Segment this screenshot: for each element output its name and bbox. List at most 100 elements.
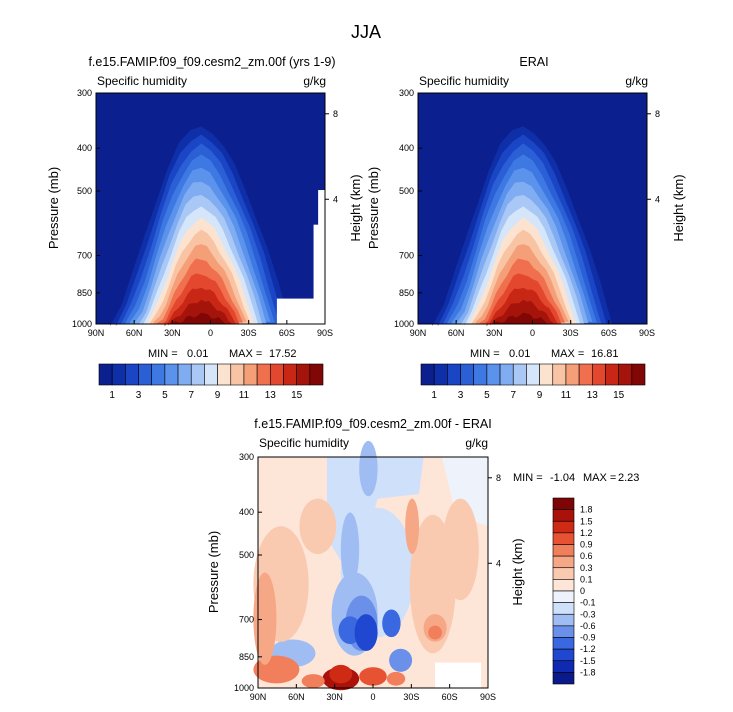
colorbar-label: 0.3 [580,563,593,573]
x-tick-label: 90S [317,328,333,338]
panel-diff-colorbar: 1.81.51.20.90.60.30.10-0.1-0.3-0.6-0.9-1… [552,497,596,685]
colorbar-swatch [552,660,575,673]
y-tick-label: 850 [239,652,254,662]
y-tick-label: 300 [77,88,92,98]
colorbar-label: 15 [613,390,625,401]
colorbar-label: 1.2 [580,528,593,538]
panel-diff-max-value: 2.23 [618,472,639,484]
colorbar-swatch [618,363,633,386]
colorbar-swatch [447,363,461,386]
anomaly-band [359,440,378,497]
panel-diff-units: g/kg [465,436,488,450]
colorbar-swatch [256,363,271,386]
y-tick-label: 300 [239,452,254,462]
colorbar-swatch [309,363,324,386]
right-tick-label: 8 [655,109,660,119]
colorbar-swatch [243,363,258,386]
colorbar-swatch [552,363,567,386]
colorbar-swatch [552,672,575,685]
panel-diff-field [253,440,488,691]
colorbar-label: 7 [188,390,194,401]
y-tick-label: 700 [239,615,254,625]
colorbar-swatch [552,567,575,580]
panel-diff-subtitle: Specific humidity [259,436,349,450]
panel-erai-min-value: 0.01 [509,348,530,360]
panel-model-ylabel-right: Height (km) [348,174,363,241]
colorbar-swatch [420,363,435,386]
colorbar-label: -0.1 [580,598,596,608]
colorbar-swatch [605,363,619,386]
panel-erai-stats: MIN = 0.01 MAX = 16.81 [470,348,619,360]
panel-erai-max-value: 16.81 [591,348,619,360]
panel-diff-ylabel-right: Height (km) [510,538,525,605]
colorbar-swatch [177,363,192,386]
colorbar-swatch [111,363,126,386]
panel-model-colorbar: 1 3 5 7 9 11 13 15 [98,363,324,401]
x-tick-label: 30N [164,328,181,338]
panel-diff-max-label: MAX = [583,472,616,484]
anomaly-band [329,664,353,684]
right-tick-label: 4 [496,558,501,568]
panel-diff-min-label: MIN = [513,472,543,484]
colorbar-label: 0.9 [580,540,593,550]
y-tick-label: 500 [239,550,254,560]
colorbar-swatch [151,363,166,386]
x-tick-label: 60N [448,328,465,338]
x-tick-label: 60S [601,328,617,338]
colorbar-swatch [473,363,488,386]
missing-data-mask [313,224,325,324]
colorbar-swatch [539,363,554,386]
colorbar-swatch [552,497,575,510]
x-tick-label: 0 [208,328,213,338]
colorbar-swatch [578,363,593,386]
colorbar-swatch [98,363,113,386]
colorbar-swatch [138,363,153,386]
colorbar-label: -1.5 [580,656,596,666]
y-tick-label: 500 [77,186,92,196]
colorbar-label: 11 [561,390,572,401]
anomaly-band [354,614,378,652]
x-tick-label: 0 [530,328,535,338]
panel-diff-min-value: -1.04 [550,472,575,484]
colorbar-label: 13 [265,390,277,401]
panel-model-ylabel: Pressure (mb) [46,167,61,249]
y-tick-label: 400 [77,143,92,153]
panel-erai-max-label: MAX = [551,348,584,360]
y-tick-label: 850 [77,288,92,298]
anomaly-band [359,667,387,686]
colorbar-swatch [269,363,284,386]
panel-model: f.e15.FAMIP.f09_f09.cesm2_zm.00f (yrs 1-… [46,55,363,401]
colorbar-swatch [526,363,540,386]
colorbar-swatch [460,363,475,386]
anomaly-band [253,572,277,665]
anomaly-band [389,648,413,672]
y-tick-label: 300 [399,88,414,98]
x-tick-label: 90N [250,692,267,702]
colorbar-swatch [552,520,575,534]
anomaly-band [442,498,479,601]
colorbar-label: 3 [136,390,142,401]
anomaly-band [382,609,401,638]
colorbar-label: 0 [580,586,585,596]
y-tick-label: 1000 [234,683,254,693]
colorbar-swatch [164,363,179,386]
anomaly-band [386,671,406,686]
panel-model-units: g/kg [303,74,326,88]
colorbar-swatch [631,363,646,386]
panel-erai: ERAI Specific humidity g/kg 90N 60N 30N 0 30… [366,55,686,401]
colorbar-swatch [552,602,575,615]
colorbar-swatch [230,363,245,386]
colorbar-label: -0.9 [580,633,596,643]
anomaly-band [340,512,360,587]
panel-diff-ylabel: Pressure (mb) [206,531,221,613]
colorbar-swatch [190,363,205,386]
colorbar-label: 1.5 [580,516,593,526]
colorbar-swatch [591,363,606,386]
colorbar-swatch [552,613,575,627]
y-tick-label: 850 [399,288,414,298]
colorbar-swatch [433,363,448,386]
x-tick-label: 30S [403,692,419,702]
colorbar-label: 7 [510,390,516,401]
colorbar-swatch [552,544,575,557]
